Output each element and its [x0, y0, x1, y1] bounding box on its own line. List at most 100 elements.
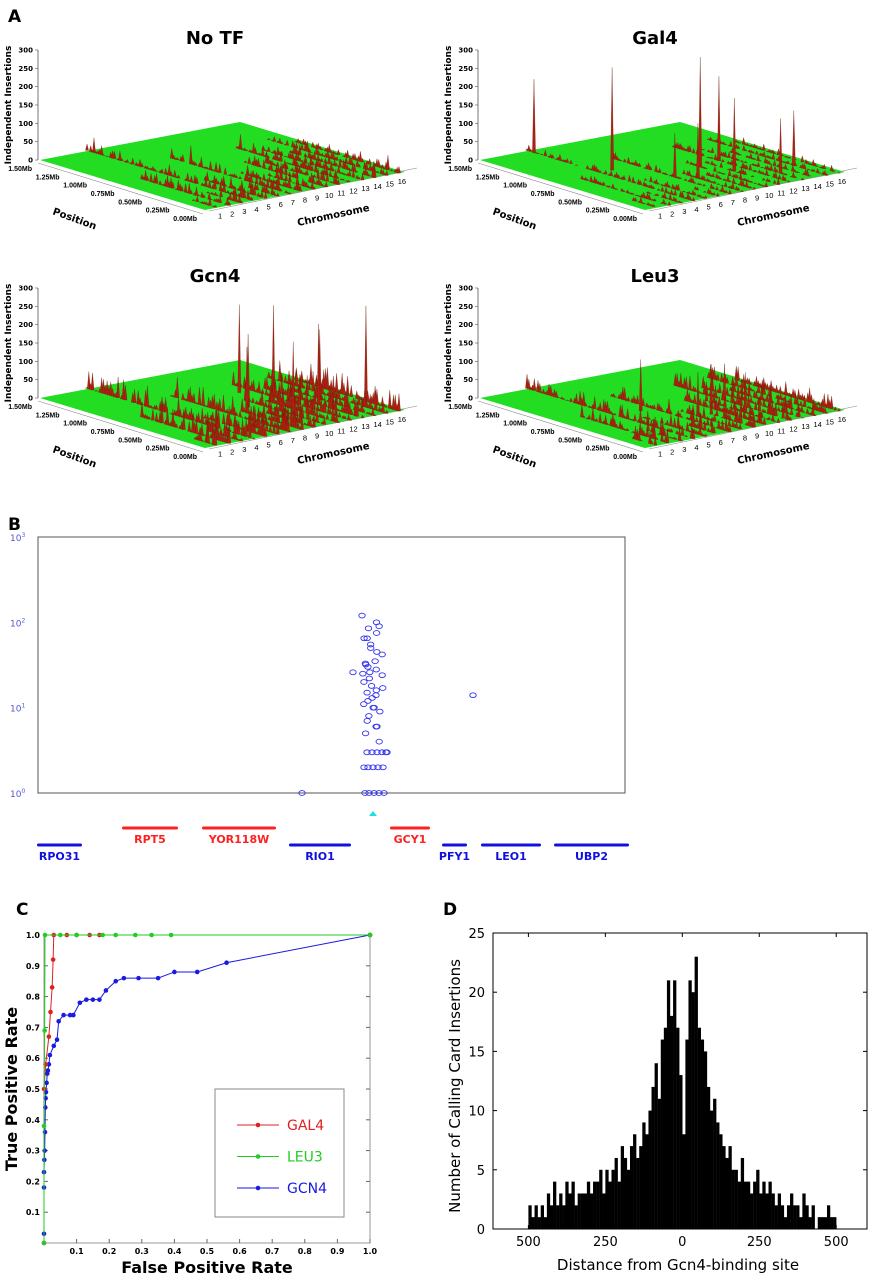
chromosome-tick-label: 8	[303, 434, 307, 443]
insertion-spike	[306, 397, 310, 420]
chromosome-tick-label: 4	[694, 443, 698, 452]
insertion-spike	[651, 186, 656, 189]
insertion-spike	[708, 136, 713, 141]
insertion-spike	[298, 157, 302, 162]
insertion-spike	[643, 416, 648, 419]
histogram-bar	[799, 1217, 803, 1229]
insertion-spike	[345, 149, 350, 158]
position-tick-label: 0.75Mb	[91, 191, 115, 198]
chromosome-tick-label: 16	[838, 415, 846, 424]
insertion-spike	[260, 389, 264, 406]
insertion-spike	[258, 164, 263, 168]
insertion-spike	[800, 177, 805, 181]
insertion-spike	[722, 407, 727, 419]
insertion-spike	[720, 172, 724, 174]
insertion-spike	[808, 406, 813, 409]
gene-bar	[390, 826, 430, 830]
insertion-spike	[248, 180, 252, 188]
insertion-spike	[716, 183, 721, 185]
insertion-spike	[727, 394, 731, 396]
z-tick-label: 250	[18, 65, 33, 73]
chromosome-tick-label: 4	[254, 205, 258, 214]
insertion-spike	[284, 190, 288, 193]
insertion-spike	[757, 169, 762, 174]
insertion-spike	[780, 172, 785, 175]
chromosome-tick-label: 14	[374, 420, 382, 429]
insertion-spike	[611, 393, 616, 397]
insertion-spike	[239, 437, 244, 442]
insertion-spike	[811, 402, 815, 416]
insertion-spike	[747, 180, 752, 183]
chromosome-tick-label: 12	[349, 424, 357, 433]
insertion-spike	[169, 177, 173, 188]
insertion-spike	[633, 414, 637, 422]
plot-frame-b	[37, 536, 626, 794]
insertion-spike	[790, 408, 795, 410]
histogram-bar	[756, 1169, 760, 1229]
insertion-spike	[677, 200, 682, 203]
histogram-bar	[731, 1169, 735, 1229]
chromosome-tick-label: 9	[315, 193, 319, 202]
insertion-spike	[672, 436, 676, 439]
insertion-spike	[665, 180, 670, 188]
insertion-spike	[712, 425, 716, 434]
insertion-spike	[200, 440, 205, 442]
insertion-spike	[647, 192, 652, 194]
insertion-spike	[203, 413, 208, 419]
chromosome-tick-label: 7	[291, 198, 295, 207]
insertion-spike	[700, 166, 705, 168]
position-axis-label: Position	[491, 444, 538, 470]
insertion-spike	[268, 424, 273, 433]
z-tick-label: 150	[458, 102, 473, 110]
insertion-spike	[715, 395, 720, 399]
position-axis-label: Position	[51, 444, 98, 470]
insertion-spike	[367, 411, 372, 415]
insertion-spike	[762, 417, 767, 425]
insertion-spike	[385, 170, 389, 176]
insertion-spike	[222, 181, 226, 193]
histogram-bar	[703, 1051, 708, 1229]
insertion-spike	[754, 150, 759, 155]
x-tick-label: 250	[747, 1235, 772, 1250]
insertion-spike	[199, 156, 204, 168]
chromosome-tick-label: 12	[789, 424, 797, 433]
roc-line-leu3	[43, 934, 370, 1243]
insertion-spike	[232, 173, 237, 178]
histogram-bar	[706, 1086, 711, 1229]
insertion-spike	[187, 421, 191, 432]
insertion-spike	[143, 170, 148, 181]
insertion-spike	[289, 186, 294, 189]
gene-label: RIO1	[305, 850, 335, 863]
gene-label: LEO1	[495, 850, 527, 863]
histogram-bar	[540, 1205, 544, 1229]
histogram-bar	[537, 1217, 541, 1229]
insertion-spike	[639, 196, 643, 203]
insertion-spike	[253, 147, 258, 154]
insertion-spike	[655, 420, 659, 428]
insertion-spike	[201, 387, 205, 406]
insertion-spike	[112, 151, 117, 159]
insertion-spike	[693, 387, 698, 392]
insertion-spike	[295, 175, 300, 185]
insertion-spike	[336, 421, 341, 423]
insertion-spike	[154, 412, 159, 422]
insertion-spike	[306, 185, 311, 188]
insertion-spike	[196, 194, 201, 197]
histogram-bar	[565, 1181, 569, 1229]
insertion-spike	[671, 183, 675, 189]
insertion-spike	[389, 168, 394, 172]
insertion-spike	[761, 408, 765, 413]
histogram-bar	[811, 1205, 815, 1229]
insertion-spike	[312, 174, 317, 178]
insertion-spike	[330, 175, 335, 177]
position-tick-label: 1.00Mb	[63, 421, 87, 428]
insertion-spike	[105, 380, 109, 395]
y-tick-label: 0.3	[26, 1147, 40, 1156]
insertion-spike	[580, 404, 584, 418]
insertion-spike	[800, 393, 805, 401]
insertion-spike	[589, 175, 593, 182]
insertion-spike	[805, 408, 810, 414]
insertion-spike	[629, 419, 633, 421]
insertion-spike	[659, 406, 664, 412]
insertion-spike	[347, 167, 351, 171]
